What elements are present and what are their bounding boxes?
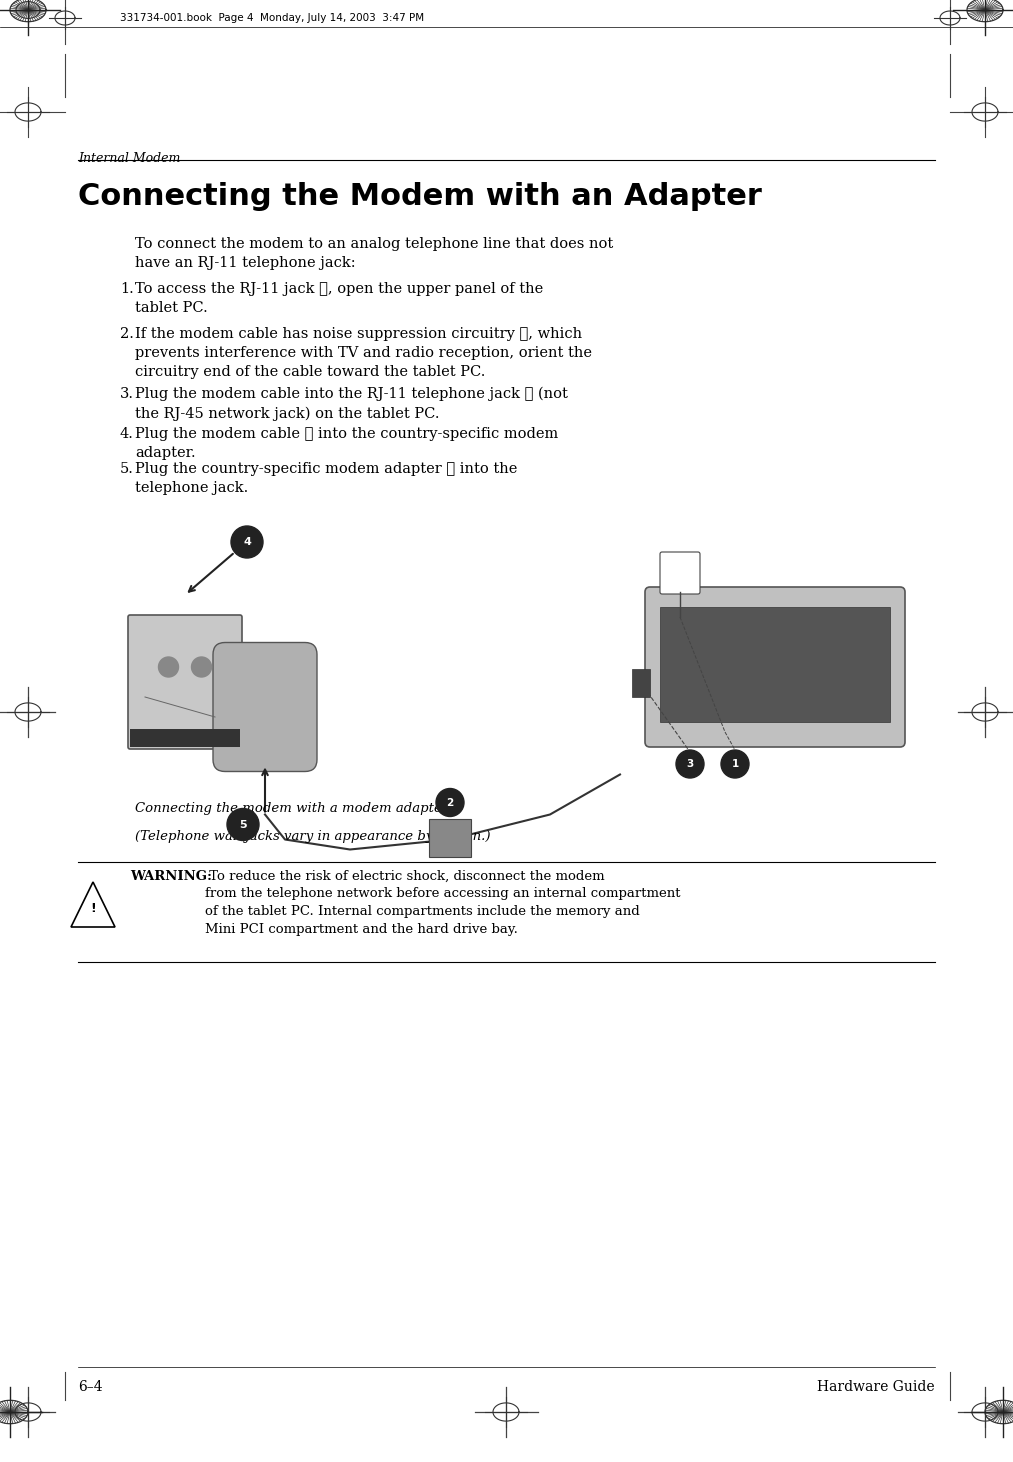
Text: 5.: 5.: [120, 462, 134, 477]
Text: 1.: 1.: [120, 282, 134, 295]
Circle shape: [158, 656, 178, 677]
Text: 331734-001.book  Page 4  Monday, July 14, 2003  3:47 PM: 331734-001.book Page 4 Monday, July 14, …: [120, 13, 424, 23]
FancyBboxPatch shape: [645, 588, 905, 747]
Circle shape: [227, 808, 259, 841]
Text: Connecting the Modem with an Adapter: Connecting the Modem with an Adapter: [78, 181, 762, 211]
Text: To connect the modem to an analog telephone line that does not
have an RJ-11 tel: To connect the modem to an analog teleph…: [135, 237, 613, 270]
Text: To reduce the risk of electric shock, disconnect the modem
from the telephone ne: To reduce the risk of electric shock, di…: [205, 870, 681, 936]
Text: (Telephone wall jacks vary in appearance by region.): (Telephone wall jacks vary in appearance…: [135, 830, 490, 844]
FancyBboxPatch shape: [428, 819, 471, 857]
Text: Internal Modem: Internal Modem: [78, 152, 180, 165]
Text: WARNING:: WARNING:: [130, 870, 212, 883]
Text: Connecting the modem with a modem adapter: Connecting the modem with a modem adapte…: [135, 803, 448, 814]
Text: !: !: [90, 902, 96, 915]
Text: Hardware Guide: Hardware Guide: [817, 1380, 935, 1393]
Text: 4.: 4.: [120, 427, 134, 442]
Text: 3.: 3.: [120, 387, 134, 401]
Circle shape: [676, 750, 704, 778]
Text: 6–4: 6–4: [78, 1380, 102, 1393]
Text: 3: 3: [687, 759, 694, 769]
Text: Plug the modem cable into the RJ-11 telephone jack ❸ (not
the RJ-45 network jack: Plug the modem cable into the RJ-11 tele…: [135, 387, 568, 421]
Circle shape: [191, 656, 212, 677]
Text: 4: 4: [243, 537, 251, 547]
Text: 2.: 2.: [120, 327, 134, 341]
Text: Plug the modem cable ❹ into the country-specific modem
adapter.: Plug the modem cable ❹ into the country-…: [135, 427, 558, 461]
Text: 5: 5: [239, 820, 247, 829]
Text: Plug the country-specific modem adapter ❺ into the
telephone jack.: Plug the country-specific modem adapter …: [135, 462, 518, 496]
FancyBboxPatch shape: [660, 553, 700, 594]
FancyBboxPatch shape: [660, 607, 890, 722]
Circle shape: [436, 788, 464, 816]
Text: If the modem cable has noise suppression circuitry ❷, which
prevents interferenc: If the modem cable has noise suppression…: [135, 327, 592, 379]
FancyBboxPatch shape: [632, 670, 650, 697]
Text: To access the RJ-11 jack ❶, open the upper panel of the
tablet PC.: To access the RJ-11 jack ❶, open the upp…: [135, 282, 543, 314]
Circle shape: [721, 750, 749, 778]
FancyBboxPatch shape: [213, 642, 317, 772]
Text: 2: 2: [447, 797, 454, 807]
Circle shape: [231, 526, 263, 558]
Polygon shape: [71, 882, 115, 927]
FancyBboxPatch shape: [128, 616, 242, 749]
Text: 1: 1: [731, 759, 738, 769]
FancyBboxPatch shape: [130, 730, 240, 747]
